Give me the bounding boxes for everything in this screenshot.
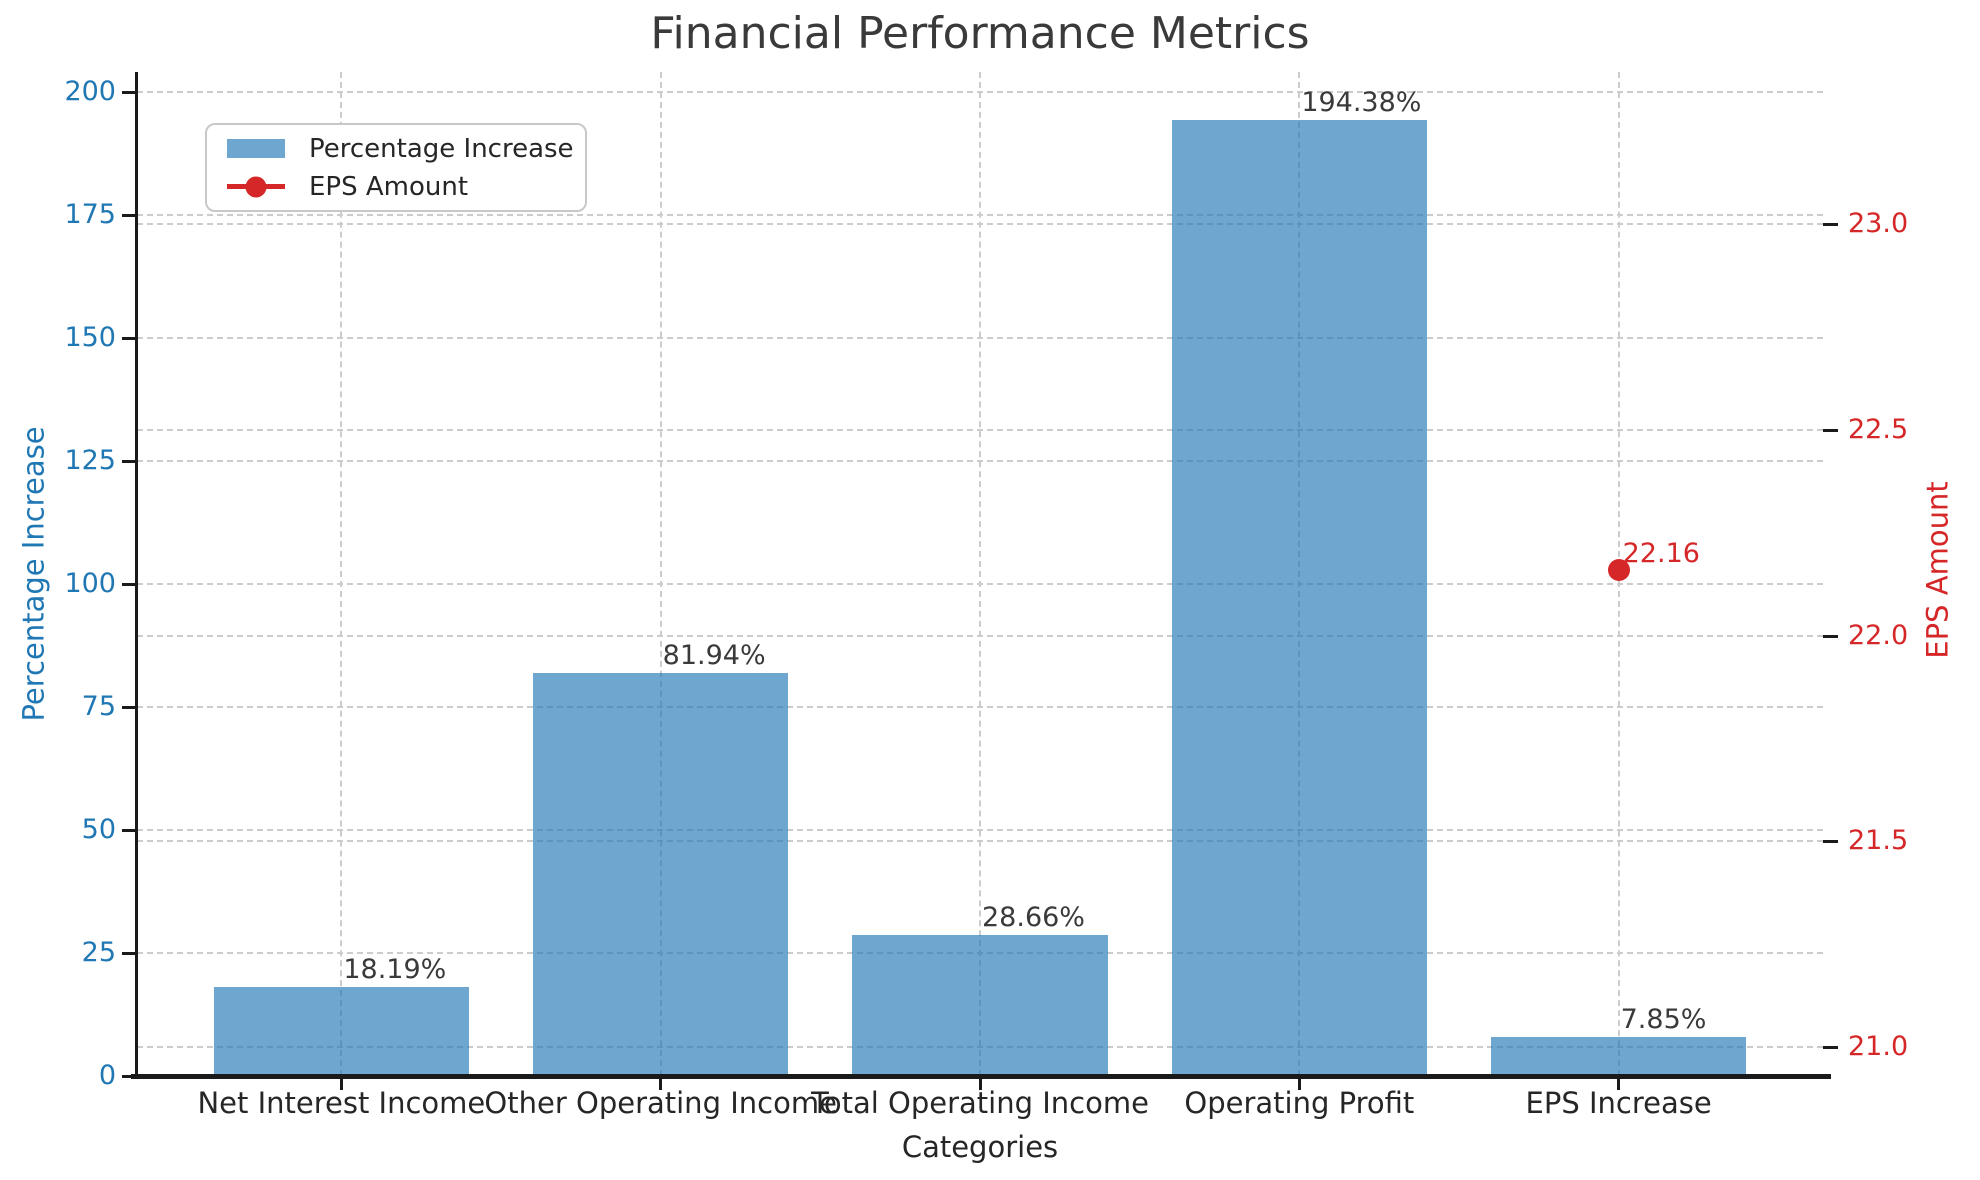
horizontal-gridline bbox=[137, 214, 1823, 217]
horizontal-gridline bbox=[137, 337, 1823, 340]
left-tick-label: 175 bbox=[64, 199, 116, 231]
left-tick-mark bbox=[122, 829, 137, 833]
eps-data-point bbox=[1607, 558, 1630, 581]
legend-item-eps-amount: EPS Amount bbox=[227, 172, 585, 202]
bar-5 bbox=[1490, 1037, 1747, 1076]
left-tick-label: 75 bbox=[81, 691, 116, 723]
bar-value-label: 81.94% bbox=[662, 639, 766, 671]
legend-label-eps-amount: EPS Amount bbox=[309, 171, 469, 202]
x-tick-mark bbox=[339, 1076, 343, 1090]
left-tick-mark bbox=[122, 91, 137, 95]
left-tick-label: 0 bbox=[98, 1060, 116, 1091]
horizontal-gridline bbox=[137, 829, 1823, 832]
left-tick-mark bbox=[122, 460, 137, 464]
bar-value-label: 28.66% bbox=[982, 902, 1085, 934]
right-tick-label: 22.0 bbox=[1848, 619, 1909, 651]
horizontal-gridline bbox=[137, 223, 1823, 226]
x-tick-mark bbox=[1297, 1076, 1301, 1090]
left-tick-label: 100 bbox=[64, 568, 116, 600]
right-tick-label: 22.5 bbox=[1848, 413, 1909, 445]
x-tick-mark bbox=[978, 1076, 982, 1090]
left-tick-mark bbox=[122, 583, 137, 587]
x-tick-mark bbox=[1617, 1076, 1621, 1090]
bar-swatch-icon bbox=[227, 139, 285, 158]
bar-value-label: 18.19% bbox=[343, 953, 447, 985]
horizontal-gridline bbox=[137, 428, 1823, 431]
left-spine bbox=[135, 72, 138, 1076]
left-tick-label: 125 bbox=[64, 445, 116, 477]
x-category-label: Net Interest Income bbox=[197, 1086, 486, 1120]
left-tick-mark bbox=[122, 1075, 137, 1078]
right-tick-mark bbox=[1823, 634, 1838, 638]
vertical-gridline bbox=[659, 72, 662, 1076]
left-tick-mark bbox=[122, 214, 137, 218]
x-category-label: Total Operating Income bbox=[811, 1086, 1149, 1120]
left-tick-label: 25 bbox=[81, 937, 116, 969]
x-category-label: Other Operating Income bbox=[484, 1086, 837, 1120]
right-tick-label: 21.5 bbox=[1848, 825, 1909, 857]
horizontal-gridline bbox=[137, 634, 1823, 637]
left-tick-label: 50 bbox=[81, 814, 116, 846]
x-tick-mark bbox=[659, 1076, 663, 1090]
right-tick-mark bbox=[1823, 223, 1838, 227]
vertical-gridline bbox=[340, 72, 343, 1076]
right-tick-mark bbox=[1823, 428, 1838, 432]
bar-value-label: 7.85% bbox=[1620, 1004, 1707, 1036]
left-tick-mark bbox=[122, 337, 137, 341]
right-tick-mark bbox=[1823, 840, 1838, 844]
horizontal-gridline bbox=[137, 706, 1823, 709]
chart-title: Financial Performance Metrics bbox=[650, 8, 1310, 59]
bar-2 bbox=[532, 672, 789, 1076]
left-tick-label: 200 bbox=[64, 76, 116, 108]
horizontal-gridline bbox=[137, 840, 1823, 843]
x-category-label: Operating Profit bbox=[1184, 1086, 1415, 1120]
eps-value-label: 22.16 bbox=[1622, 537, 1700, 569]
horizontal-gridline bbox=[137, 91, 1823, 94]
left-tick-label: 150 bbox=[64, 322, 116, 354]
bar-4 bbox=[1171, 119, 1428, 1076]
line-marker-icon bbox=[227, 176, 285, 197]
bar-value-label: 194.38% bbox=[1301, 86, 1422, 118]
x-category-label: EPS Increase bbox=[1525, 1086, 1712, 1120]
right-axis-label: EPS Amount bbox=[1920, 481, 1955, 659]
right-tick-mark bbox=[1823, 1046, 1838, 1050]
horizontal-gridline bbox=[137, 583, 1823, 586]
left-tick-mark bbox=[122, 952, 137, 956]
x-axis-label: Categories bbox=[901, 1130, 1059, 1164]
dot-marker-icon bbox=[245, 176, 267, 197]
right-tick-label: 23.0 bbox=[1848, 208, 1909, 240]
legend-item-percentage-increase: Percentage Increase bbox=[227, 134, 585, 164]
right-tick-label: 21.0 bbox=[1848, 1031, 1909, 1063]
bar-1 bbox=[213, 986, 470, 1076]
legend: Percentage Increase EPS Amount bbox=[205, 123, 587, 212]
left-tick-mark bbox=[122, 706, 137, 710]
bar-3 bbox=[852, 935, 1108, 1076]
horizontal-gridline bbox=[137, 460, 1823, 463]
vertical-gridline bbox=[979, 72, 981, 1076]
legend-label-percentage-increase: Percentage Increase bbox=[309, 133, 574, 164]
